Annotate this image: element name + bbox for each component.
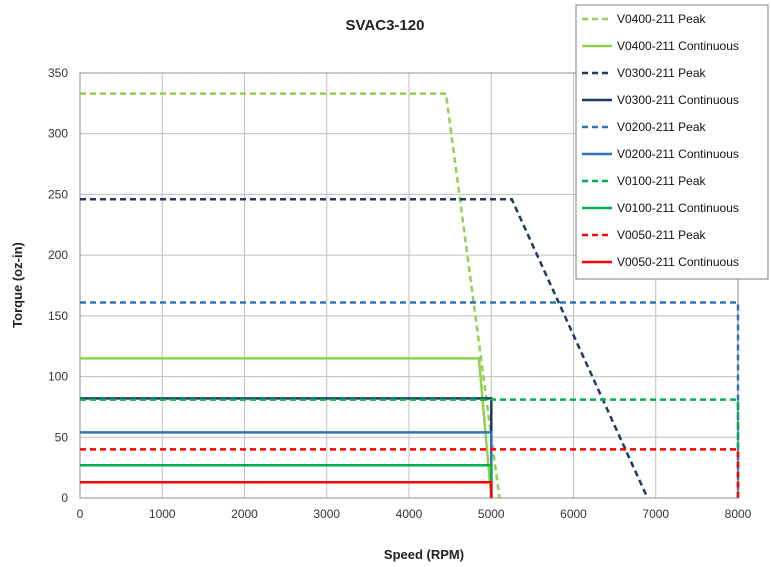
y-tick-label: 350 (48, 66, 68, 80)
legend: V0400-211 Peak V0400-211 Continuous V0300-… (575, 4, 769, 280)
y-tick-label: 200 (48, 248, 68, 262)
x-tick-label: 7000 (642, 507, 669, 521)
y-tick-labels: 0 50 100 150 200 250 300 350 (48, 66, 68, 505)
x-tick-label: 4000 (396, 507, 423, 521)
legend-label: V0300-211 Peak (617, 66, 707, 80)
y-tick-label: 100 (48, 370, 68, 384)
legend-box (575, 4, 769, 280)
series-line-1 (80, 92, 501, 499)
x-tick-label: 3000 (313, 507, 340, 521)
legend-label: V0050-211 Peak (617, 228, 707, 242)
series-line-3 (80, 198, 649, 499)
legend-label: V0050-211 Continuous (617, 255, 739, 269)
legend-label: V0200-211 Peak (617, 120, 707, 134)
series-line-10 (80, 480, 493, 498)
x-axis-label: Speed (RPM) (384, 547, 464, 562)
x-tick-labels: 0 1000 2000 3000 4000 5000 6000 7000 8000 (77, 507, 752, 521)
y-tick-label: 0 (61, 491, 68, 505)
legend-label: V0400-211 Continuous (617, 39, 739, 53)
y-tick-label: 50 (55, 430, 69, 444)
x-tick-label: 8000 (725, 507, 752, 521)
legend-label: V0100-211 Continuous (617, 201, 739, 215)
y-axis-label: Torque (oz-in) (10, 242, 25, 328)
chart-title: SVAC3-120 (346, 17, 425, 34)
plot-area-border (79, 72, 739, 499)
series-lines (80, 92, 740, 499)
x-tick-label: 6000 (560, 507, 587, 521)
y-tick-label: 250 (48, 187, 68, 201)
y-tick-label: 300 (48, 127, 68, 141)
x-tick-label: 5000 (478, 507, 505, 521)
legend-label: V0200-211 Continuous (617, 147, 739, 161)
x-tick-label: 2000 (231, 507, 258, 521)
x-tick-label: 1000 (149, 507, 176, 521)
legend-label: V0400-211 Peak (617, 12, 707, 26)
series-line-2 (80, 357, 493, 499)
legend-label: V0300-211 Continuous (617, 93, 739, 107)
y-tick-label: 150 (48, 309, 68, 323)
x-tick-label: 0 (77, 507, 84, 521)
series-line-9 (80, 448, 740, 498)
legend-label: V0100-211 Peak (617, 174, 707, 188)
